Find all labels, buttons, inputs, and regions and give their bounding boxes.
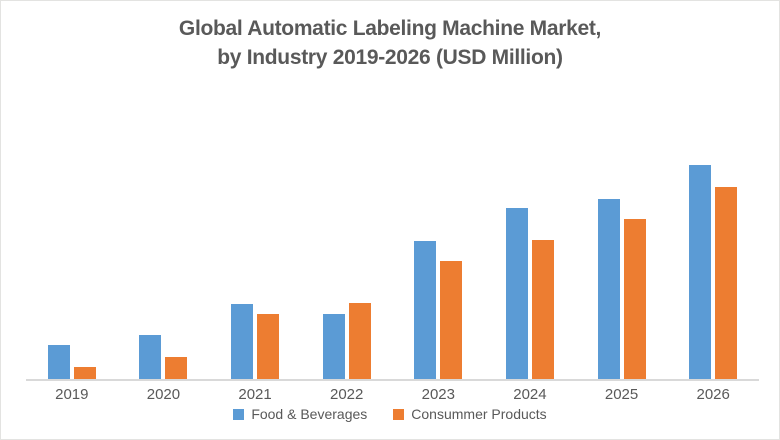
x-axis-label-2019: 2019 <box>55 386 89 403</box>
bar-food-beverages-2019 <box>47 345 70 379</box>
legend-item-consumer-products: Consummer Products <box>393 406 547 422</box>
x-axis-label-2026: 2026 <box>696 386 730 403</box>
x-axis-labels: 2019 2020 2021 2022 2023 2024 2025 2026 <box>26 386 759 403</box>
bar-food-beverages-2021 <box>231 304 254 379</box>
x-axis-label-2022: 2022 <box>330 386 364 403</box>
chart-title-line1: Global Automatic Labeling Machine Market… <box>178 17 602 40</box>
plot-area <box>26 89 759 381</box>
bar-food-beverages-2024 <box>505 208 528 379</box>
bar-group-2022 <box>301 89 393 379</box>
bar-consummer-products-2021 <box>257 314 280 379</box>
bar-group-2023 <box>393 89 485 379</box>
bar-consummer-products-2019 <box>73 367 96 379</box>
bar-group-2024 <box>484 89 576 379</box>
chart-title: Global Automatic Labeling Machine Market… <box>1 14 779 72</box>
legend-item-food-beverages: Food & Beverages <box>233 406 367 422</box>
bar-group-2019 <box>26 89 118 379</box>
legend-swatch-orange-icon <box>393 408 405 420</box>
bar-food-beverages-2026 <box>689 165 712 379</box>
x-axis-label-2020: 2020 <box>146 386 181 403</box>
x-axis-label-2021: 2021 <box>238 386 272 403</box>
bar-consummer-products-2025 <box>623 219 646 379</box>
bar-food-beverages-2025 <box>597 199 620 379</box>
chart-title-line2: by Industry 2019-2026 (USD Million) <box>217 46 563 69</box>
x-axis-label-2023: 2023 <box>421 386 455 403</box>
x-axis-label-2025: 2025 <box>604 386 639 403</box>
x-axis-label-2024: 2024 <box>513 386 547 403</box>
bar-group-2021 <box>209 89 301 379</box>
bar-consummer-products-2024 <box>531 240 554 379</box>
bar-consummer-products-2020 <box>165 357 188 379</box>
bar-consummer-products-2022 <box>348 303 371 379</box>
legend-swatch-blue-icon <box>233 408 245 420</box>
legend-label-food-beverages: Food & Beverages <box>251 406 368 422</box>
bar-food-beverages-2022 <box>322 314 345 379</box>
bar-consummer-products-2026 <box>715 187 738 379</box>
legend-label-consumer-products: Consummer Products <box>411 406 547 422</box>
bar-group-2020 <box>118 89 210 379</box>
bar-food-beverages-2023 <box>414 241 437 379</box>
bar-group-2026 <box>667 89 759 379</box>
bar-food-beverages-2020 <box>139 335 162 379</box>
legend: Food & Beverages Consummer Products <box>1 406 779 422</box>
bar-consummer-products-2023 <box>440 261 463 379</box>
bar-group-2025 <box>576 89 668 379</box>
